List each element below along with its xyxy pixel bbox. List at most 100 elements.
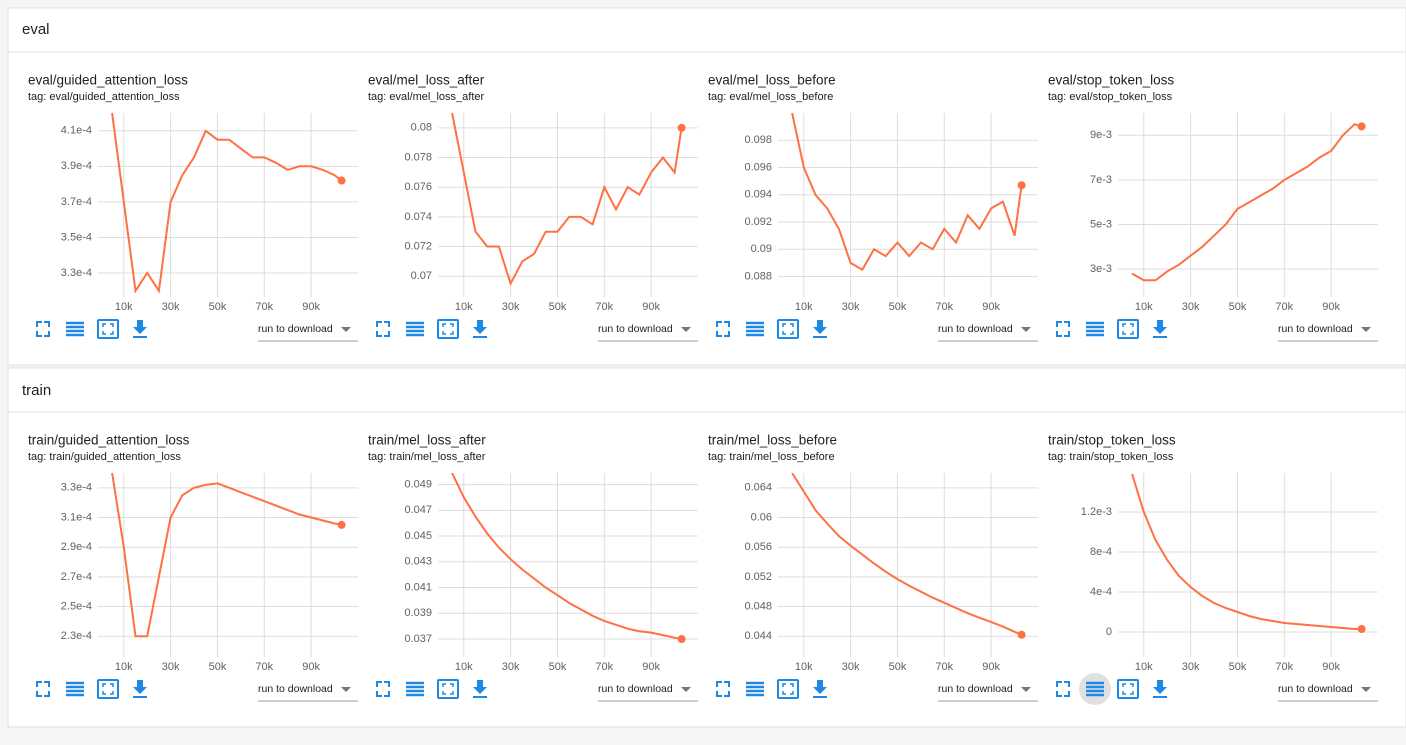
fit-domain-button[interactable] (437, 319, 459, 339)
run-selector[interactable]: run to download (1278, 323, 1353, 335)
y-tick-label: 0.098 (744, 134, 772, 146)
download-button[interactable] (1153, 680, 1167, 698)
x-tick-label: 10k (455, 301, 473, 313)
y-tick-label: 2.9e-4 (61, 541, 92, 553)
hover-highlight (1079, 673, 1111, 705)
fit-domain-button[interactable] (777, 679, 799, 699)
fit-domain-button[interactable] (97, 319, 119, 339)
toggle-log-button[interactable] (1086, 681, 1104, 697)
fit-domain-button[interactable] (777, 319, 799, 339)
plot-area (98, 473, 358, 657)
fullscreen-button[interactable] (36, 681, 50, 697)
last-point (677, 634, 686, 643)
fullscreen-button[interactable] (36, 321, 50, 337)
plot-area (98, 113, 358, 297)
download-button[interactable] (813, 320, 827, 338)
fullscreen-button[interactable] (716, 681, 730, 697)
y-tick-label: 3.3e-4 (61, 482, 92, 494)
icon (782, 323, 794, 335)
chart-tag: tag: eval/mel_loss_before (708, 91, 833, 103)
dropdown-arrow (1361, 327, 1371, 332)
x-tick-label: 30k (1182, 301, 1200, 313)
download-button[interactable] (473, 320, 487, 338)
fullscreen-button[interactable] (716, 321, 730, 337)
toggle-log-button[interactable] (746, 681, 764, 697)
series-line (791, 473, 1022, 636)
y-tick-label: 5e-3 (1090, 218, 1112, 230)
y-tick-label: 2.7e-4 (61, 571, 92, 583)
y-tick-label: 0.048 (744, 600, 772, 612)
y-tick-label: 0.074 (404, 211, 432, 223)
chart-tag: tag: eval/stop_token_loss (1048, 91, 1173, 103)
last-point (337, 176, 346, 185)
y-tick-label: 2.5e-4 (61, 600, 92, 612)
section-title[interactable]: train (22, 382, 51, 399)
chart-tag: tag: eval/mel_loss_after (368, 91, 485, 103)
icon (716, 321, 730, 337)
toggle-log-button[interactable] (66, 321, 84, 337)
fullscreen-button[interactable] (376, 321, 390, 337)
download-button[interactable] (813, 680, 827, 698)
x-tick-label: 10k (795, 301, 813, 313)
toggle-log-button[interactable] (66, 681, 84, 697)
chart-title: train/mel_loss_before (708, 433, 837, 448)
x-tick-label: 50k (889, 301, 907, 313)
y-tick-label: 0.076 (404, 181, 432, 193)
y-tick-label: 0.049 (404, 478, 432, 490)
y-tick-label: 0.037 (404, 633, 432, 645)
x-tick-label: 70k (1275, 661, 1293, 673)
icon (102, 323, 114, 335)
run-selector[interactable]: run to download (938, 683, 1013, 695)
run-selector[interactable]: run to download (938, 323, 1013, 335)
icon (1122, 683, 1134, 695)
toggle-log-button[interactable] (746, 321, 764, 337)
y-tick-label: 4.1e-4 (61, 125, 92, 137)
run-selector[interactable]: run to download (598, 683, 673, 695)
chart-tag: tag: eval/guided_attention_loss (28, 91, 180, 103)
chart-title: train/stop_token_loss (1048, 433, 1176, 448)
chart-tag: tag: train/mel_loss_before (708, 451, 835, 463)
x-tick-label: 90k (642, 661, 660, 673)
fullscreen-button[interactable] (1056, 321, 1070, 337)
y-tick-label: 3.7e-4 (61, 196, 92, 208)
fullscreen-button[interactable] (1056, 681, 1070, 697)
icon (376, 681, 390, 697)
fit-domain-button[interactable] (1117, 679, 1139, 699)
x-tick-label: 70k (1275, 301, 1293, 313)
x-tick-label: 70k (255, 301, 273, 313)
chart-tag: tag: train/mel_loss_after (368, 451, 486, 463)
run-selector[interactable]: run to download (258, 683, 333, 695)
fit-domain-button[interactable] (437, 679, 459, 699)
fullscreen-button[interactable] (376, 681, 390, 697)
toggle-log-button[interactable] (1086, 321, 1104, 337)
y-tick-label: 8e-4 (1090, 546, 1112, 558)
x-tick-label: 30k (502, 661, 520, 673)
section-title[interactable]: eval (22, 21, 50, 38)
download-button[interactable] (1153, 320, 1167, 338)
run-selector[interactable]: run to download (598, 323, 673, 335)
x-tick-label: 70k (935, 661, 953, 673)
y-tick-label: 3.9e-4 (61, 160, 92, 172)
download-button[interactable] (473, 680, 487, 698)
series-line (1131, 123, 1362, 282)
run-selector[interactable]: run to download (258, 323, 333, 335)
chart-title: eval/guided_attention_loss (28, 73, 188, 88)
y-tick-label: 0.072 (404, 240, 432, 252)
fit-domain-button[interactable] (97, 679, 119, 699)
x-tick-label: 90k (1322, 661, 1340, 673)
icon (442, 323, 454, 335)
y-tick-label: 0.078 (404, 151, 432, 163)
x-tick-label: 50k (1229, 301, 1247, 313)
toggle-log-button[interactable] (406, 681, 424, 697)
toggle-log-button[interactable] (406, 321, 424, 337)
run-selector[interactable]: run to download (1278, 683, 1353, 695)
download-button[interactable] (133, 680, 147, 698)
x-tick-label: 10k (455, 661, 473, 673)
x-tick-label: 30k (842, 661, 860, 673)
x-tick-label: 50k (1229, 661, 1247, 673)
x-tick-label: 10k (795, 661, 813, 673)
icon (97, 319, 119, 339)
download-button[interactable] (133, 320, 147, 338)
fit-domain-button[interactable] (1117, 319, 1139, 339)
